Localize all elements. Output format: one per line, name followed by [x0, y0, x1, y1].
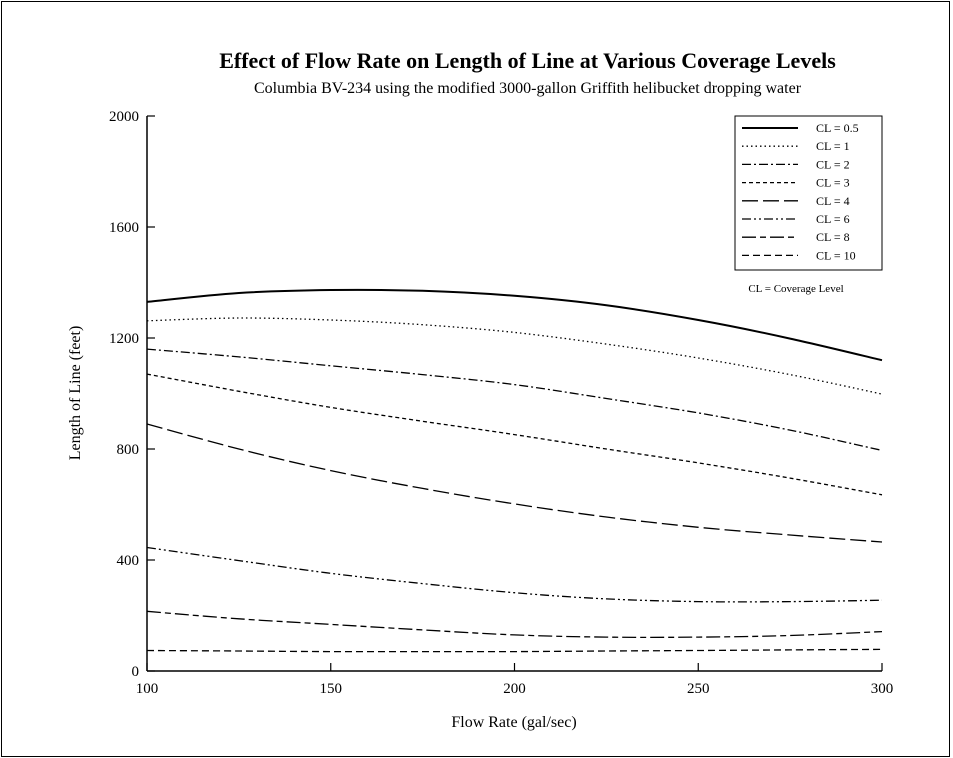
- series-line: [146, 546, 883, 603]
- plot-lines: [146, 288, 883, 653]
- x-axis-label: Flow Rate (gal/sec): [451, 714, 576, 731]
- series-line: [146, 423, 883, 543]
- y-tick-label: 1200: [109, 331, 139, 347]
- series-line: [146, 317, 883, 395]
- x-tick-label: 250: [687, 681, 710, 697]
- series-line: [146, 648, 883, 653]
- y-tick-label: 0: [132, 664, 140, 680]
- legend-label: CL = 1: [816, 139, 850, 153]
- x-tick-label: 150: [320, 681, 343, 697]
- series-line: [146, 348, 883, 452]
- y-tick-label: 1600: [109, 220, 139, 236]
- legend-label: CL = 10: [816, 248, 856, 262]
- chart-title: Effect of Flow Rate on Length of Line at…: [219, 48, 836, 73]
- legend-label: CL = 4: [816, 194, 850, 208]
- legend-label: CL = 0.5: [816, 121, 859, 135]
- y-axis-label: Length of Line (feet): [67, 326, 84, 461]
- ticks: 0 400 800 1200 1600 2000 100 150 200 250 300: [109, 109, 893, 697]
- legend-label: CL = 3: [816, 176, 850, 190]
- x-tick-label: 300: [871, 681, 894, 697]
- series-line: [146, 373, 883, 496]
- legend-label: CL = 8: [816, 230, 850, 244]
- x-tick-label: 200: [503, 681, 526, 697]
- series-line: [146, 288, 883, 362]
- legend-note: CL = Coverage Level: [748, 283, 843, 295]
- x-tick-label: 100: [136, 681, 159, 697]
- legend-label: CL = 2: [816, 157, 850, 171]
- y-tick-label: 400: [117, 553, 140, 569]
- y-tick-label: 2000: [109, 109, 139, 125]
- legend: CL = 0.5 CL = 1 CL = 2 CL = 3 CL = 4 CL = 6 CL…: [734, 115, 883, 295]
- legend-items: CL = 0.5 CL = 1 CL = 2 CL = 3 CL = 4 CL = 6 CL…: [742, 121, 859, 262]
- legend-label: CL = 6: [816, 212, 850, 226]
- chart-subtitle: Columbia BV-234 using the modified 3000-…: [253, 80, 802, 97]
- series-line: [146, 610, 883, 639]
- legend-box: [734, 115, 883, 271]
- y-tick-label: 800: [117, 442, 140, 458]
